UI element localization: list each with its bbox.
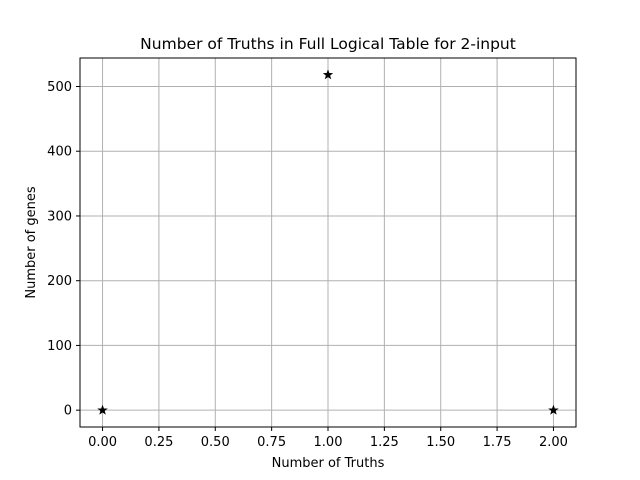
y-axis-label: Number of genes <box>24 186 39 299</box>
x-tick-label: 2.00 <box>539 435 568 450</box>
chart-title: Number of Truths in Full Logical Table f… <box>140 35 516 53</box>
x-axis: 0.00 0.25 0.50 0.75 1.00 1.25 1.50 1.75 2.00 <box>88 427 568 450</box>
data-point <box>548 404 559 415</box>
x-tick-label: 0.50 <box>201 435 230 450</box>
x-tick-label: 0.00 <box>88 435 117 450</box>
data-point <box>97 404 108 415</box>
data-point <box>322 69 334 80</box>
y-tick-label: 400 <box>47 145 72 160</box>
x-tick-label: 1.75 <box>483 435 512 450</box>
y-tick-label: 300 <box>47 209 72 224</box>
x-tick-label: 0.25 <box>144 435 173 450</box>
y-tick-label: 100 <box>47 339 72 354</box>
y-tick-label: 200 <box>47 274 72 289</box>
data-points <box>97 69 559 415</box>
x-tick-label: 1.25 <box>370 435 399 450</box>
y-tick-label: 500 <box>47 80 72 95</box>
x-axis-label: Number of Truths <box>272 456 385 471</box>
grid <box>80 58 576 427</box>
x-tick-label: 1.00 <box>314 435 343 450</box>
x-tick-label: 1.50 <box>426 435 455 450</box>
y-axis: 0 100 200 300 400 500 <box>47 80 80 419</box>
y-tick-label: 0 <box>64 404 72 419</box>
x-tick-label: 0.75 <box>257 435 286 450</box>
